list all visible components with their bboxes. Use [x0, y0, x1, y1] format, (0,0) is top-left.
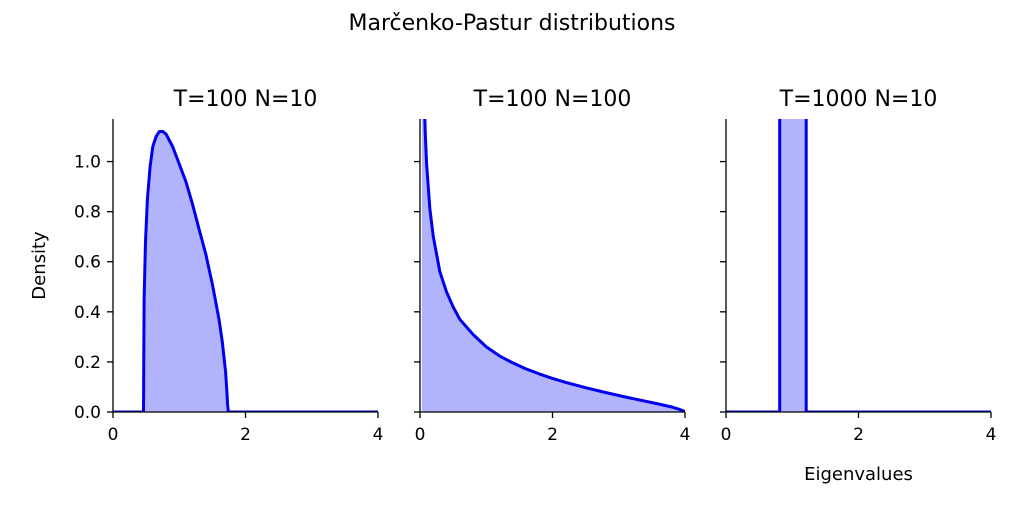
- plot-area-2: [421, 119, 685, 412]
- x-tick-label: 0: [721, 425, 732, 445]
- x-tick-label: 2: [547, 425, 558, 445]
- x-axis-label: Eigenvalues: [804, 464, 913, 485]
- y-tick-label: 0.0: [74, 403, 101, 423]
- x-tick-label: 4: [680, 425, 691, 445]
- x-tick-label: 4: [986, 425, 997, 445]
- x-tick-label: 0: [108, 425, 119, 445]
- panel-title-2: T=100 N=100: [473, 87, 632, 112]
- density-line-2: [423, 119, 685, 412]
- density-area-2: [421, 119, 685, 412]
- density-area-3: [726, 119, 991, 412]
- x-tick-label: 4: [373, 425, 384, 445]
- panel-3: 0 2 4 T=1000 N=10 Eigenvalues: [720, 87, 997, 485]
- y-tick-label: 0.8: [74, 203, 101, 223]
- density-line-3: [726, 119, 991, 412]
- plot-area-3: [726, 119, 991, 412]
- x-tick-label: 2: [853, 425, 864, 445]
- panels: 0 2 4 0.0 0.2 0.4 0.6 0.8 1.0 T=100 N=10 Density 0 2…: [29, 87, 997, 485]
- y-tick-label: 1.0: [74, 153, 101, 173]
- x-tick-label: 2: [240, 425, 251, 445]
- panel-2: 0 2 4 T=100 N=100: [414, 87, 691, 445]
- y-tick-label: 0.4: [74, 303, 101, 323]
- panel-title-3: T=1000 N=10: [779, 87, 938, 112]
- figure-title: Marčenko-Pastur distributions: [348, 11, 675, 36]
- y-axis-label: Density: [29, 231, 50, 300]
- density-area-1: [113, 131, 378, 412]
- panel-1: 0 2 4 0.0 0.2 0.4 0.6 0.8 1.0 T=100 N=10 Density: [29, 87, 383, 445]
- plot-area-1: [113, 130, 378, 412]
- panel-title-1: T=100 N=10: [173, 87, 318, 112]
- y-tick-label: 0.6: [74, 253, 101, 273]
- y-tick-label: 0.2: [74, 353, 101, 373]
- x-tick-label: 0: [415, 425, 426, 445]
- density-line-1: [113, 130, 378, 412]
